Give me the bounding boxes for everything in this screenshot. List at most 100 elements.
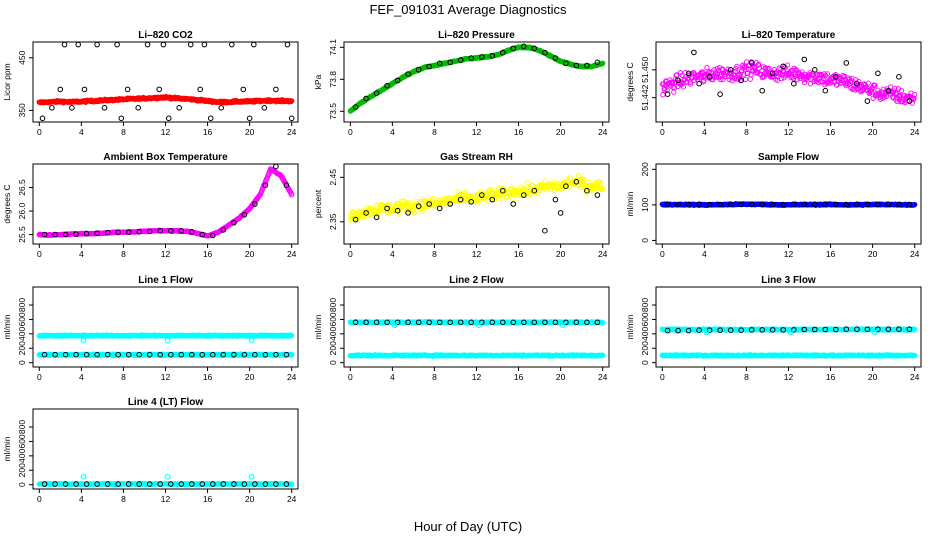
data-point bbox=[899, 99, 906, 105]
series-averages bbox=[352, 179, 601, 234]
data-point bbox=[350, 209, 356, 215]
y-tick-label: 200 bbox=[640, 162, 650, 176]
y-tick-label: 800 bbox=[17, 298, 27, 312]
y-tick-label: 73.8 bbox=[328, 71, 338, 88]
data-point bbox=[273, 351, 279, 358]
data-point bbox=[251, 42, 257, 48]
data-point bbox=[373, 214, 380, 221]
y-axis-label: ml/min bbox=[313, 314, 323, 339]
data-point bbox=[759, 201, 766, 207]
x-tick-label: 0 bbox=[37, 372, 42, 382]
data-point bbox=[419, 208, 426, 214]
y-tick-label: 51.442 bbox=[640, 84, 650, 110]
y-tick-label: 25.5 bbox=[17, 226, 27, 243]
data-point bbox=[843, 60, 850, 66]
x-tick-label: 16 bbox=[514, 372, 524, 382]
data-point bbox=[94, 230, 100, 236]
x-tick-label: 12 bbox=[472, 372, 482, 382]
data-point bbox=[118, 115, 125, 122]
x-axis: 0 4 8 12 16 20 24 bbox=[348, 244, 608, 259]
data-point bbox=[479, 54, 485, 60]
data-point bbox=[500, 49, 506, 56]
series-dense-low bbox=[347, 352, 606, 359]
x-tick-label: 4 bbox=[390, 249, 395, 259]
data-point bbox=[854, 80, 860, 87]
data-point bbox=[104, 351, 111, 358]
data-point bbox=[573, 179, 580, 185]
data-point bbox=[696, 201, 702, 207]
data-point bbox=[552, 55, 559, 61]
data-point bbox=[384, 319, 390, 326]
data-point bbox=[57, 86, 64, 93]
x-axis: 0 4 8 12 16 20 24 bbox=[37, 244, 297, 259]
data-points bbox=[659, 201, 918, 209]
x-tick-label: 12 bbox=[161, 127, 171, 137]
data-point bbox=[218, 105, 224, 111]
data-point bbox=[457, 319, 464, 326]
data-point bbox=[552, 196, 559, 203]
y-tick-label: 26.0 bbox=[17, 203, 27, 220]
data-point bbox=[812, 67, 818, 73]
data-point bbox=[700, 69, 706, 75]
x-tick-label: 12 bbox=[161, 249, 171, 259]
data-point bbox=[262, 182, 269, 188]
x-axis: 0 4 8 12 16 20 24 bbox=[660, 122, 920, 137]
x-axis: 0 4 8 12 16 20 24 bbox=[37, 122, 297, 137]
data-point bbox=[52, 351, 58, 358]
data-point bbox=[144, 42, 151, 48]
data-point bbox=[394, 77, 401, 84]
data-point bbox=[447, 201, 454, 207]
x-tick-label: 20 bbox=[556, 372, 566, 382]
x-tick-label: 0 bbox=[348, 127, 353, 137]
data-point bbox=[73, 231, 79, 237]
x-tick-label: 8 bbox=[744, 127, 749, 137]
data-point bbox=[584, 62, 590, 69]
x-axis: 0 4 8 12 16 20 24 bbox=[660, 244, 920, 259]
data-point bbox=[563, 183, 569, 189]
data-point bbox=[157, 351, 163, 358]
data-point bbox=[240, 86, 247, 93]
data-point bbox=[124, 86, 131, 93]
data-point bbox=[375, 208, 382, 214]
data-point bbox=[415, 319, 422, 326]
y-tick-label: 74.1 bbox=[328, 39, 338, 56]
data-point bbox=[489, 319, 496, 326]
x-tick-label: 24 bbox=[598, 249, 608, 259]
x-tick-label: 4 bbox=[702, 127, 707, 137]
data-point bbox=[168, 228, 174, 234]
data-point bbox=[531, 319, 538, 326]
data-point bbox=[436, 205, 443, 212]
data-point bbox=[231, 351, 237, 358]
data-point bbox=[426, 63, 433, 70]
data-point bbox=[510, 45, 517, 52]
data-point bbox=[912, 201, 918, 208]
data-point bbox=[717, 201, 723, 208]
data-point bbox=[75, 42, 81, 48]
data-point bbox=[766, 65, 772, 71]
data-points bbox=[36, 164, 295, 239]
data-point bbox=[201, 42, 208, 48]
y-axis: 25.526.026.5 bbox=[17, 179, 33, 243]
x-tick-label: 0 bbox=[348, 372, 353, 382]
data-point bbox=[288, 115, 295, 122]
data-point bbox=[165, 115, 172, 122]
data-point bbox=[475, 322, 482, 329]
x-tick-label: 0 bbox=[37, 127, 42, 137]
data-point bbox=[115, 229, 121, 235]
y-tick-label: 450 bbox=[17, 50, 27, 64]
data-point bbox=[791, 80, 797, 87]
series-dense bbox=[347, 44, 606, 114]
data-point bbox=[146, 351, 153, 358]
panel-title: Sample Flow bbox=[758, 152, 819, 163]
data-point bbox=[675, 77, 681, 84]
data-point bbox=[468, 199, 475, 205]
data-point bbox=[843, 201, 850, 208]
data-point bbox=[664, 201, 671, 207]
data-point bbox=[573, 62, 580, 69]
data-point bbox=[373, 90, 380, 96]
x-tick-label: 20 bbox=[556, 249, 566, 259]
